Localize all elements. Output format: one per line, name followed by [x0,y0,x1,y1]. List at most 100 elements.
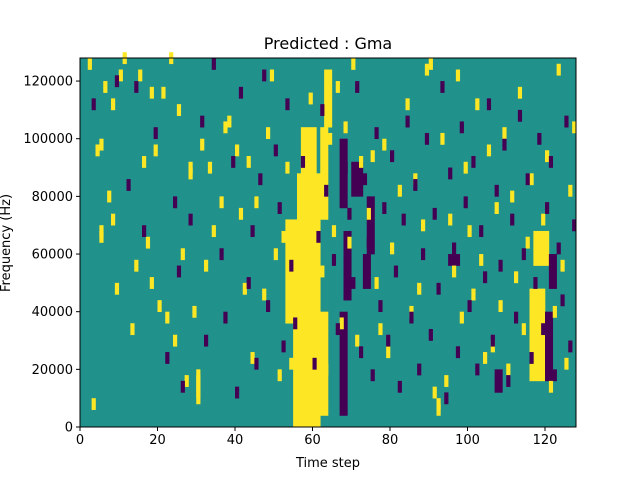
heatmap-cell-high [339,317,344,330]
heatmap-cell-high [471,288,476,301]
heatmap-cell-low [459,121,464,134]
heatmap-cell-high [378,323,383,336]
heatmap-cell-high [107,190,112,203]
heatmap-cell-low [153,127,158,140]
x-tick-label: 120 [533,433,558,448]
heatmap-cell-low [545,202,550,214]
heatmap-cell-high [246,156,251,168]
heatmap-cell-low [320,104,325,116]
heatmap-cell-high [293,294,298,307]
heatmap-cell-high [304,346,309,359]
heatmap-cell-high [308,92,313,105]
heatmap-cell-low [572,219,577,232]
heatmap-cell-low [564,115,569,128]
heatmap-band-high [324,69,333,128]
heatmap-cell-high [238,207,244,220]
heatmap-cell-high [142,156,147,168]
heatmap-cell-low [266,300,271,312]
heatmap-cell-low [238,86,244,99]
heatmap-cell-high [196,369,201,382]
heatmap-cell-high [176,104,182,116]
heatmap-cell-low [204,334,209,347]
heatmap-cell-high [285,161,290,174]
x-tick-label: 0 [76,433,84,448]
heatmap-cell-high [211,225,216,238]
heatmap-cell-high [374,277,379,289]
heatmap-cell-low [223,311,228,324]
heatmap-cell-low [231,156,236,168]
heatmap-cell-low [440,81,445,93]
heatmap-cell-high [99,225,104,238]
heatmap-cell-low [486,98,492,111]
heatmap-cell-low [126,179,131,191]
heatmap-cell-low [351,277,356,289]
heatmap-cell-low [525,173,530,186]
heatmap-cell-low [254,357,259,370]
heatmap-cell-low [370,369,375,382]
heatmap-cell-low [467,300,472,312]
heatmap-cell-high [452,265,457,278]
heatmap-cell-high [428,58,433,70]
heatmap-cell-high [320,265,325,278]
heatmap-cell-high [370,150,375,163]
heatmap-cell-low [428,328,433,341]
heatmap-cell-high [316,184,321,197]
heatmap-cell-high [560,259,565,272]
heatmap-band-high [297,173,321,255]
heatmap-cell-high [541,213,546,226]
heatmap-cell-high [506,363,511,376]
x-axis: 0 20 40 60 80 100 120 [76,427,558,448]
heatmap-cell-low [506,375,511,387]
heatmap-cell-high [324,363,329,376]
heatmap-band-low [339,311,348,416]
heatmap-cell-low [471,156,476,168]
heatmap-cell-high [223,121,228,134]
heatmap-cell-high [564,357,569,370]
heatmap-cell-low [397,380,402,393]
heatmap-cell-low [165,352,170,364]
heatmap-cell-low [277,202,282,214]
heatmap-cell-high [204,259,209,272]
heatmap-cell-low [285,98,290,111]
y-tick-label: 80000 [32,190,73,205]
heatmap-cell-high [475,98,480,111]
heatmap-cell-high [145,236,151,249]
heatmap-cell-low [475,363,480,376]
heatmap-cell-low [134,81,139,93]
heatmap-cell-high [463,161,468,174]
heatmap-cell-low [374,127,379,140]
heatmap-cell-high [479,254,484,266]
heatmap-cell-high [130,323,135,336]
heatmap-cell-high [502,127,507,140]
heatmap-band-low [343,230,352,301]
y-tick-label: 120000 [23,75,73,90]
heatmap-cell-high [184,375,189,387]
heatmap-cell-low [537,132,542,145]
heatmap-cell-low [366,236,371,249]
plot-area [80,52,577,428]
heatmap-cell-high [444,375,449,387]
heatmap-cell-low [273,144,278,157]
heatmap-cell-high [192,305,197,318]
heatmap-cell-low [483,271,488,284]
heatmap-band-high [320,127,329,220]
heatmap-cell-high [103,81,108,93]
heatmap-cell-high [424,63,430,76]
heatmap-cell-high [297,207,302,220]
plot-frame [79,57,577,428]
heatmap-cell-high [200,138,205,151]
heatmap-cell-low [335,323,340,336]
heatmap-cell-high [335,81,340,93]
y-tick-label: 100000 [23,132,73,147]
heatmap-cell-high [517,86,523,99]
heatmap-cell-low [300,156,306,168]
heatmap-cell-high [386,346,391,359]
heatmap-cell-high [262,288,267,301]
heatmap-cell-high [138,69,143,82]
heatmap-cell-high [87,58,92,70]
heatmap-cell-low [409,311,414,324]
heatmap-cell-high [572,121,577,134]
heatmap-cell-low [421,248,426,261]
heatmap-cell-high [347,236,352,249]
heatmap-cell-low [436,282,441,295]
